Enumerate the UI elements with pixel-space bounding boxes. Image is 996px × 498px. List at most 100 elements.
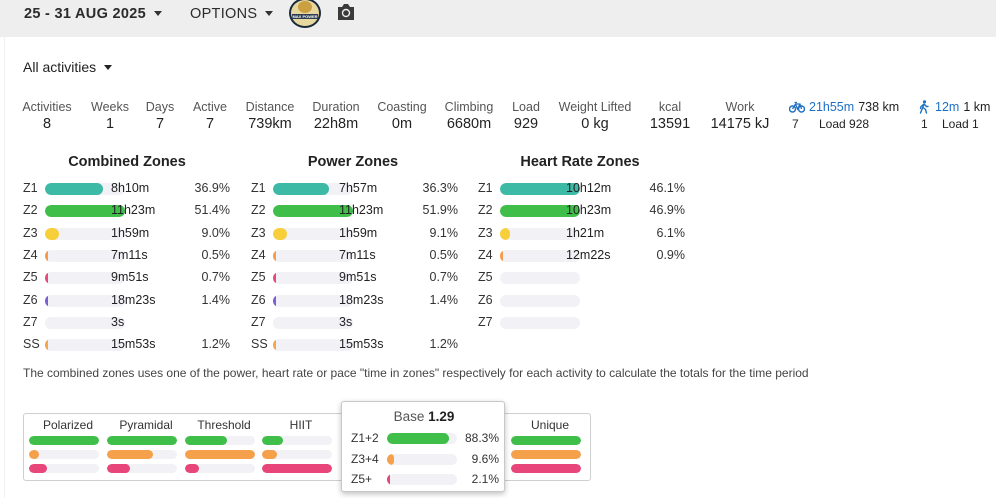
zone-percent: 0.7% [201, 270, 231, 285]
zone-percent: 1.4% [201, 292, 231, 307]
zone-bar [500, 205, 580, 218]
stat-kcal: kcal 13591 [625, 100, 715, 132]
zone-percent: 36.9% [194, 181, 230, 195]
zone-label: Z4 [251, 247, 266, 262]
zone-percent: 0.5% [429, 247, 459, 262]
activity-filter-dropdown[interactable]: All activities [23, 59, 113, 75]
options-menu[interactable]: OPTIONS [190, 6, 274, 22]
zone-row-z4: Z4 7m11s 0.5% [23, 248, 233, 264]
model-bar-fill [185, 464, 199, 473]
stat-value: 14175 kJ [710, 116, 770, 132]
activity-filter-label: All activities [23, 59, 97, 75]
stat-duration: Duration 22h8m [291, 100, 381, 132]
model-bar-fill [511, 436, 581, 445]
stat-value: 739km [248, 116, 292, 132]
stat-value: 13591 [649, 116, 691, 132]
zone-bar [273, 316, 353, 329]
stat-label: Work [725, 100, 755, 114]
zone-time: 1h21m [566, 225, 605, 240]
stat-value: 7 [155, 116, 165, 132]
zone-row-z6: Z6 [478, 293, 688, 309]
zone-bar [273, 205, 353, 218]
stat-value: 8 [42, 116, 52, 132]
zone-percent: 46.1% [649, 181, 685, 195]
walk-load: Load 1 [942, 117, 979, 131]
zones-explanation-note: The combined zones uses one of the power… [23, 366, 809, 380]
zone-percent: 0.7% [429, 270, 459, 285]
zone-row-z5: Z5 [478, 270, 688, 286]
tooltip-row: Z1+2 88.3% [351, 431, 501, 445]
zone-row-z3: Z3 1h21m 6.1% [478, 226, 688, 242]
zone-bar-fill [500, 227, 511, 240]
model-name: HIIT [289, 418, 313, 432]
zone-percent: 6.1% [656, 225, 686, 240]
walk-count: 1 [921, 117, 928, 131]
sport-summary-walk[interactable]: 12m 1 km 1 Load 1 [918, 100, 990, 131]
camera-icon[interactable] [336, 3, 356, 21]
stat-value: 0m [391, 116, 413, 132]
zone-bar-fill [45, 183, 103, 195]
zone-bar-fill [500, 249, 503, 262]
zone-time: 18m23s [339, 292, 384, 307]
zone-bar-fill [273, 227, 288, 240]
tooltip-bar [387, 433, 457, 444]
zone-bar-fill [45, 339, 48, 352]
zone-percent: 51.9% [422, 203, 458, 218]
tooltip-bar-fill [387, 453, 394, 465]
chevron-down-icon [104, 64, 113, 70]
zone-bar-fill [273, 249, 276, 262]
model-bar-fill [262, 436, 283, 445]
zone-bar [45, 272, 125, 285]
model-bar [262, 436, 332, 445]
avatar-face [298, 1, 312, 13]
date-range-label: 25 - 31 AUG 2025 [24, 6, 146, 22]
stat-value: 7 [205, 116, 215, 132]
model-bar-fill [262, 464, 332, 473]
zone-row-z7: Z7 [478, 315, 688, 331]
zone-time: 9m51s [111, 270, 149, 285]
model-bar [511, 464, 581, 473]
zone-label: SS [23, 337, 40, 352]
zone-bar [500, 316, 580, 329]
model-bar-fill [29, 464, 48, 473]
date-range-selector[interactable]: 25 - 31 AUG 2025 [24, 6, 162, 22]
zone-label: SS [251, 337, 268, 352]
zone-row-z6: Z6 18m23s 1.4% [251, 293, 461, 309]
tooltip-row-percent: 9.6% [471, 451, 499, 466]
zone-table-title: Power Zones [307, 154, 399, 170]
zone-label: Z2 [23, 203, 38, 218]
zone-row-z7: Z7 3s [251, 315, 461, 331]
zone-time: 1h59m [111, 225, 150, 240]
sport-summary-ride[interactable]: 21h55m 738 km 7 Load 928 [789, 100, 899, 131]
stat-label: Distance [245, 100, 295, 114]
distribution-tooltip: Base 1.29 Z1+2 88.3% Z3+4 9.6% Z5+ 2.1% [341, 401, 505, 492]
zone-label: Z2 [251, 203, 266, 218]
walk-distance: 1 km [963, 100, 991, 114]
zone-percent: 36.3% [422, 181, 458, 195]
model-name: Threshold [197, 418, 251, 432]
stat-label: Activities [22, 100, 72, 114]
zone-bar-fill [273, 205, 353, 218]
zone-bar-fill [45, 272, 48, 285]
zone-row-z3: Z3 1h59m 9.1% [251, 226, 461, 242]
zone-time: 7m11s [111, 247, 148, 262]
zone-time: 18m23s [111, 292, 156, 307]
tooltip-row-label: Z5+ [351, 472, 373, 486]
zone-percent: 0.5% [201, 247, 231, 262]
stat-work: Work 14175 kJ [695, 100, 785, 132]
zone-row-z7: Z7 3s [23, 315, 233, 331]
zone-bar [45, 316, 125, 329]
model-bar [511, 450, 581, 459]
tooltip-bar [387, 453, 457, 465]
tooltip-title: Base 1.29 [342, 409, 506, 424]
stat-value: 929 [513, 116, 539, 132]
zone-bar-fill [500, 183, 580, 195]
stat-label: Weight Lifted [558, 100, 632, 114]
tooltip-row-label: Z1+2 [351, 431, 379, 445]
model-bar-fill [185, 436, 227, 445]
athlete-avatar[interactable]: MAX POWER [289, 0, 321, 28]
zone-time: 10h23m [566, 203, 612, 218]
zone-table-title: Heart Rate Zones [520, 154, 640, 170]
zone-bar-fill [500, 205, 580, 218]
zone-label: Z7 [23, 314, 38, 329]
